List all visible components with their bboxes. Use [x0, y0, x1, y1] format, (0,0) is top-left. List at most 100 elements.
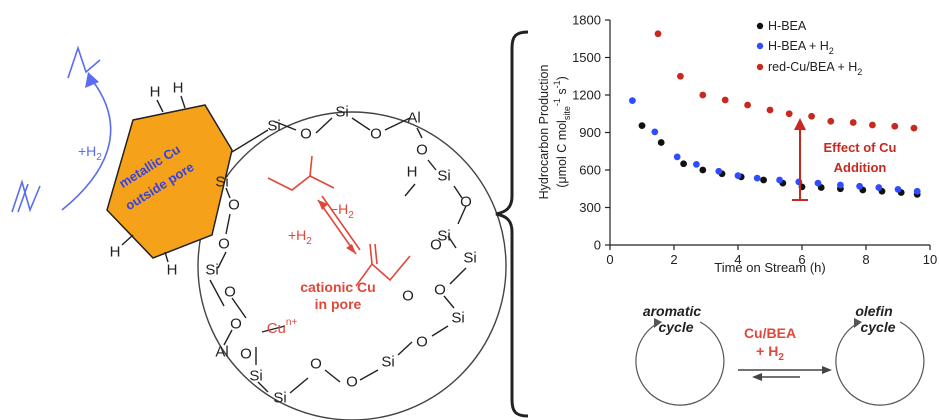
data-point-series-1 — [753, 174, 761, 182]
data-point-series-1 — [776, 176, 783, 184]
svg-text:O: O — [224, 284, 236, 301]
svg-text:Si: Si — [437, 228, 450, 245]
svg-text:H: H — [110, 244, 121, 261]
svg-text:Hydrocarbon Production: Hydrocarbon Production — [537, 65, 551, 200]
x-tick-label: 0 — [606, 252, 613, 267]
y-tick-label: 900 — [579, 125, 601, 140]
data-point-series-0 — [657, 139, 665, 146]
data-point-series-2 — [654, 30, 662, 38]
cationic-label-line2: in pore — [315, 296, 362, 312]
plus-h2-label: +H2 — [288, 227, 312, 247]
cycle-scheme: aromatic cycle olefin cycle Cu/BEA + H2 — [635, 303, 925, 406]
svg-text:O: O — [228, 197, 240, 214]
center-label-line2: + H2 — [756, 343, 784, 363]
data-point-series-1 — [795, 178, 803, 186]
x-axis-label: Time on Stream (h) — [714, 260, 826, 275]
arrowhead-icon — [85, 72, 99, 88]
svg-text:Al: Al — [407, 110, 420, 127]
legend-marker-hbea-h2 — [756, 42, 764, 50]
svg-text:H: H — [407, 164, 418, 181]
x-tick-label: 8 — [862, 252, 869, 267]
svg-text:Si: Si — [437, 168, 450, 185]
y-tick-label: 1800 — [572, 13, 601, 28]
metallic-cu-particle — [106, 104, 233, 259]
data-point-series-1 — [651, 128, 659, 136]
data-point-series-2 — [849, 119, 857, 126]
svg-text:H: H — [173, 80, 184, 97]
aromatic-label-line2: cycle — [658, 319, 693, 335]
data-point-series-1 — [875, 184, 883, 191]
center-label-line1: Cu/BEA — [744, 325, 796, 341]
data-point-series-2 — [721, 96, 729, 104]
alkane-molecule-icon — [67, 45, 101, 79]
svg-text:O: O — [416, 334, 428, 351]
data-point-series-0 — [699, 166, 707, 174]
zeolite-atoms: Si O Si O Si O Al O H Si O Si Si O O Si … — [205, 104, 476, 407]
legend-label-hbea-h2: H-BEA + H2 — [768, 39, 834, 56]
equilibrium-arrows-icon — [317, 195, 361, 255]
data-point-series-1 — [715, 167, 723, 175]
y-axis-label: Hydrocarbon Production (μmol C molsite-1… — [537, 65, 572, 200]
data-point-series-0 — [638, 122, 646, 130]
data-point-series-1 — [856, 182, 863, 190]
svg-text:Si: Si — [215, 174, 228, 191]
svg-text:O: O — [218, 236, 230, 253]
annotation-line2: Addition — [834, 160, 887, 175]
svg-text:H: H — [150, 84, 161, 101]
data-point-series-2 — [677, 72, 684, 80]
x-ticks: 0 2 4 6 8 10 — [606, 245, 937, 267]
olefin-label-line1: olefin — [855, 303, 892, 319]
olefin-label-line2: cycle — [860, 319, 895, 335]
svg-text:H: H — [167, 262, 178, 279]
svg-text:O: O — [430, 237, 442, 254]
svg-text:O: O — [460, 194, 472, 211]
legend-label-hbea: H-BEA — [768, 19, 807, 33]
y-ticks: 0 300 600 900 1200 1500 1800 — [572, 13, 610, 253]
olefin-cycle-icon — [835, 321, 925, 406]
svg-text:O: O — [240, 346, 252, 363]
x-tick-label: 2 — [670, 252, 677, 267]
zeolite-pore — [197, 111, 507, 420]
h2-label: +H2 — [78, 143, 102, 163]
svg-text:Si: Si — [335, 104, 348, 121]
particle-hydrogens: H H H H — [110, 80, 186, 279]
isobutene-molecule-icon — [355, 243, 411, 287]
svg-text:O: O — [310, 356, 322, 373]
data-point-series-1 — [693, 160, 700, 168]
data-point-series-2 — [785, 110, 793, 118]
hydrogenation-arrow-icon — [61, 79, 112, 211]
aromatic-cycle-icon — [635, 321, 725, 406]
y-tick-label: 600 — [579, 163, 601, 178]
aromatic-label-line1: aromatic — [643, 303, 702, 319]
zeolite-ring-bonds — [209, 117, 467, 394]
data-point-series-1 — [814, 179, 822, 187]
data-point-series-2 — [808, 112, 815, 120]
svg-text:O: O — [402, 288, 414, 305]
data-point-series-2 — [869, 121, 876, 129]
data-point-series-1 — [734, 172, 742, 180]
svg-text:Si: Si — [451, 310, 464, 327]
svg-text:Si: Si — [249, 368, 262, 385]
olefin-molecule-icon — [11, 179, 41, 213]
data-point-series-2 — [744, 101, 751, 109]
y-tick-label: 300 — [579, 200, 601, 215]
svg-text:O: O — [416, 142, 428, 159]
data-point-series-2 — [891, 122, 899, 130]
legend: H-BEA H-BEA + H2 red-Cu/BEA + H2 — [756, 19, 862, 77]
svg-text:(μmol C molsite-1 s-1): (μmol C molsite-1 s-1) — [552, 76, 572, 188]
data-points — [629, 30, 921, 198]
legend-marker-cu — [756, 63, 764, 71]
data-point-series-1 — [673, 153, 681, 161]
y-tick-label: 1500 — [572, 50, 601, 65]
equilibrium-arrow-icon — [738, 366, 832, 381]
annotation-line1: Effect of Cu — [824, 140, 897, 155]
y-tick-label: 0 — [594, 238, 601, 253]
svg-text:Si: Si — [267, 118, 280, 135]
x-tick-label: 6 — [798, 252, 805, 267]
cationic-label-line1: cationic Cu — [300, 279, 375, 295]
y-tick-label: 1200 — [572, 88, 601, 103]
x-tick-label: 10 — [923, 252, 937, 267]
zeolite-diagram: +H2 metallic Cu outside pore H H H H — [11, 45, 507, 420]
svg-text:O: O — [300, 126, 312, 143]
legend-label-cu: red-Cu/BEA + H2 — [768, 60, 862, 77]
